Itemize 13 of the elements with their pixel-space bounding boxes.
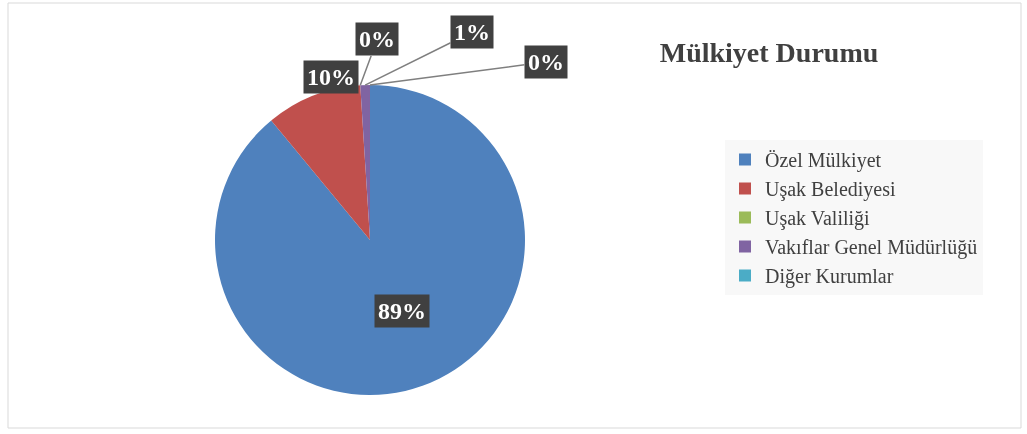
legend-label: Diğer Kurumlar xyxy=(765,265,894,289)
data-label: 1% xyxy=(454,19,490,45)
legend-label: Vakıflar Genel Müdürlüğü xyxy=(765,236,978,260)
data-label: 89% xyxy=(378,298,426,324)
pie-slice xyxy=(271,85,370,240)
legend-label: Uşak Valiliği xyxy=(765,207,871,231)
chart-title: Mülkiyet Durumu xyxy=(659,36,879,68)
legend-label: Özel Mülkiyet xyxy=(765,149,882,173)
pie-slice xyxy=(215,85,525,395)
data-label: 10% xyxy=(307,64,355,90)
legend-label: Uşak Belediyesi xyxy=(765,178,896,202)
text: 0% xyxy=(528,49,564,75)
text: 0% xyxy=(359,26,395,52)
